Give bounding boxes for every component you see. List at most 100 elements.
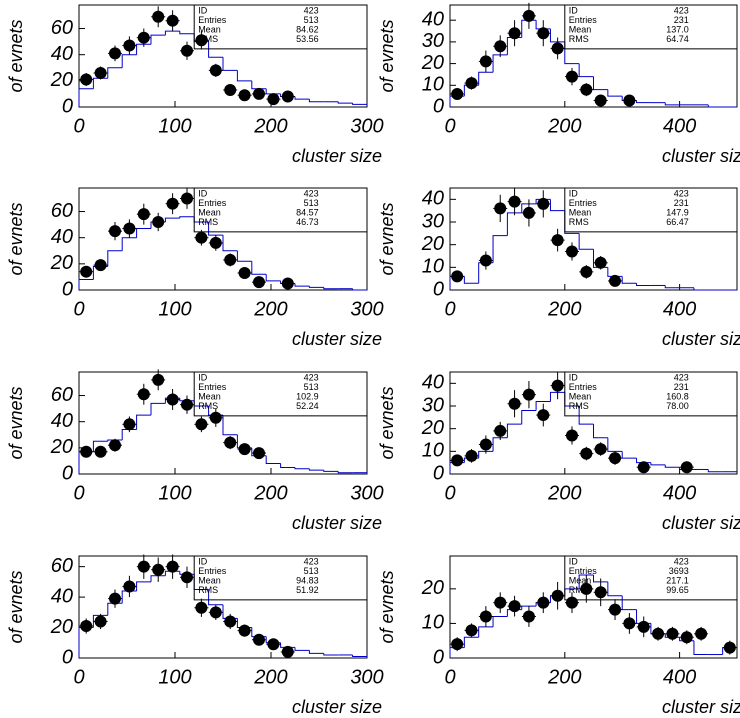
stats-label: Entries (569, 15, 598, 25)
data-point (166, 560, 179, 573)
x-tick-label: 0 (73, 298, 84, 320)
histogram-step (265, 455, 281, 465)
data-point (253, 87, 265, 100)
data-point (652, 627, 665, 640)
y-axis-label: of evnets (6, 570, 26, 643)
histogram-step (337, 101, 353, 104)
histogram-step (578, 406, 594, 425)
stats-value: 423 (674, 188, 689, 198)
data-point (594, 586, 607, 599)
data-point (508, 397, 521, 410)
stats-value: 513 (304, 198, 319, 208)
x-axis-label: cluster size (292, 513, 382, 533)
stats-label: Entries (569, 382, 598, 392)
histogram-step (323, 470, 339, 472)
y-tick-label: 0 (433, 278, 444, 300)
stats-value: 78.00 (666, 401, 689, 411)
x-tick-label: 300 (350, 666, 383, 688)
y-tick-label: 60 (51, 17, 73, 39)
data-point (253, 633, 265, 646)
histogram-step (294, 283, 310, 287)
stats-value: 513 (304, 566, 319, 576)
histogram-step (693, 287, 709, 291)
y-tick-label: 40 (51, 585, 73, 607)
stats-label: ID (198, 372, 208, 382)
data-point (94, 615, 107, 628)
stats-value: 84.62 (296, 24, 319, 34)
histogram-step (92, 614, 108, 628)
stats-value: 99.65 (666, 585, 689, 595)
data-point (580, 83, 593, 96)
histogram-step (593, 575, 608, 583)
y-tick-label: 0 (62, 278, 73, 300)
x-tick-label: 100 (158, 666, 191, 688)
stats-label: RMS (198, 401, 218, 411)
y-tick-label: 40 (422, 188, 444, 210)
data-point (623, 94, 636, 107)
stats-value: 217.1 (666, 575, 689, 585)
y-tick-label: 40 (51, 226, 73, 248)
data-point (152, 216, 165, 228)
y-tick-label: 20 (421, 52, 444, 74)
data-point (137, 388, 150, 401)
histogram-step (492, 437, 508, 452)
x-tick-label: 0 (73, 115, 84, 137)
x-tick-label: 100 (158, 482, 191, 504)
histogram-step (636, 283, 651, 286)
histogram-step (121, 54, 137, 68)
data-point (166, 393, 179, 406)
x-tick-label: 200 (547, 115, 581, 137)
y-tick-label: 20 (421, 233, 444, 255)
y-tick-label: 20 (50, 69, 73, 91)
histogram-step (323, 287, 339, 290)
data-point (94, 67, 107, 79)
histogram-step (150, 34, 166, 45)
histogram-step (308, 286, 324, 288)
histogram-step (164, 30, 180, 36)
data-point (80, 445, 93, 458)
histogram-step (478, 626, 494, 638)
stats-value: 423 (674, 5, 689, 15)
histogram-step (352, 288, 367, 291)
histogram-step (294, 96, 310, 100)
y-axis-label: of evnets (6, 386, 26, 459)
y-tick-label: 10 (422, 256, 444, 278)
x-tick-label: 300 (350, 298, 383, 320)
histogram-step (492, 54, 508, 73)
data-point (551, 589, 564, 602)
data-point (152, 10, 165, 23)
data-point (609, 603, 622, 616)
data-point (94, 445, 107, 458)
data-point (451, 270, 464, 283)
data-point (609, 274, 622, 287)
histogram-step (208, 589, 223, 606)
stats-value: 3693 (669, 566, 689, 576)
histogram-step (352, 103, 367, 105)
data-point (137, 208, 150, 221)
histogram-step (492, 235, 508, 263)
stats-value: 423 (304, 556, 319, 566)
histogram-step (121, 237, 137, 251)
stats-box (564, 555, 738, 601)
data-point (522, 610, 535, 623)
data-point (508, 27, 521, 40)
data-point (565, 70, 578, 83)
histogram-step (693, 640, 709, 656)
x-tick-label: 100 (158, 115, 191, 137)
data-point (195, 601, 208, 614)
data-point (522, 206, 535, 219)
data-point (451, 87, 464, 100)
x-axis-label: cluster size (292, 329, 382, 349)
y-tick-label: 0 (62, 95, 73, 117)
data-point (594, 443, 607, 456)
y-axis-label: of evnets (377, 386, 397, 459)
data-point (281, 277, 294, 290)
histogram-step (578, 233, 594, 250)
stats-value: 46.73 (296, 217, 319, 227)
data-point (565, 245, 578, 258)
x-axis-label: cluster size (662, 513, 740, 533)
data-point (224, 253, 237, 266)
histogram-step (236, 70, 252, 82)
stats-box (193, 4, 368, 50)
y-tick-label: 20 (50, 436, 73, 458)
